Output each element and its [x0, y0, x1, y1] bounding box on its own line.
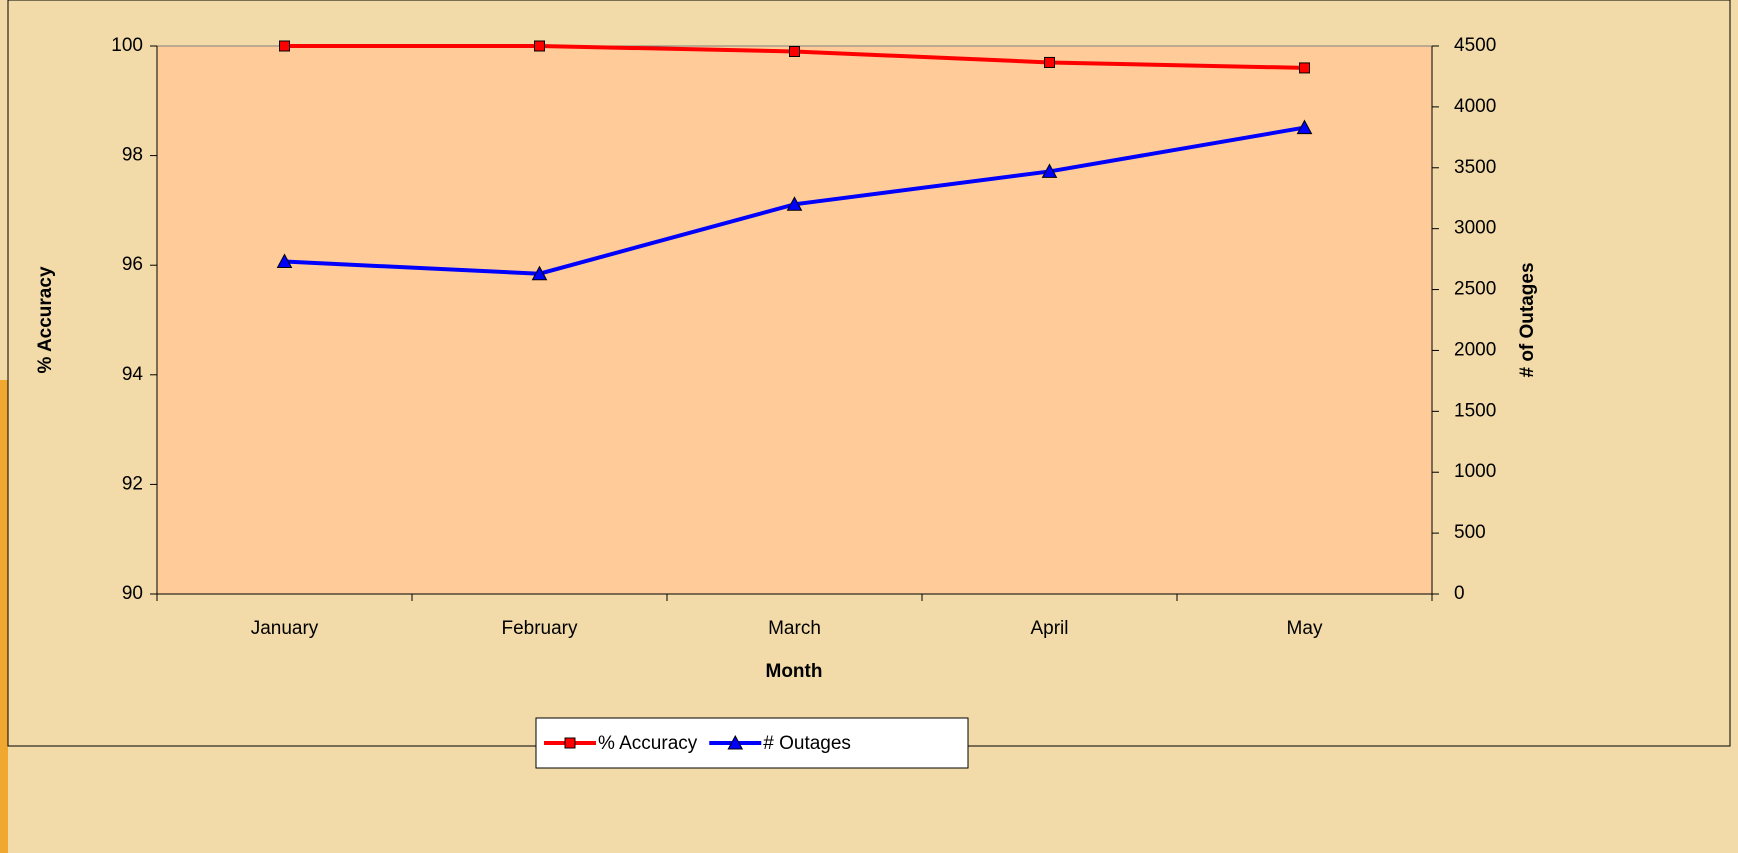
- y2-tick-label: 2000: [1454, 339, 1496, 360]
- point: [276, 253, 293, 269]
- y2-tick-label: 1500: [1454, 400, 1496, 421]
- legend-label: % Accuracy: [598, 733, 698, 754]
- y2-tick-label: 500: [1454, 522, 1486, 543]
- y2-tick-label: 4500: [1454, 35, 1496, 56]
- y2-tick-label: 1000: [1454, 461, 1496, 482]
- point: [1296, 119, 1313, 135]
- y2-tick-label: 0: [1454, 583, 1465, 604]
- x-tick-label: May: [1287, 618, 1323, 639]
- y2-tick-label: 2500: [1454, 279, 1496, 300]
- x-tick-label: January: [251, 618, 319, 639]
- side-strip: [0, 380, 8, 853]
- point: [789, 45, 800, 57]
- legend-marker: [727, 734, 744, 750]
- legend-marker: [564, 737, 576, 749]
- point: [786, 196, 803, 211]
- x-tick-label: February: [501, 618, 578, 639]
- legend-label: # Outages: [763, 733, 851, 754]
- x-axis-title: Month: [766, 661, 823, 682]
- y2-tick-label: 3500: [1454, 157, 1496, 178]
- y2-tick-label: 4000: [1454, 96, 1496, 117]
- y-tick-label: 90: [122, 583, 143, 604]
- y2-axis-title: # of Outages: [1517, 262, 1538, 377]
- y-tick-label: 98: [122, 145, 143, 166]
- y-tick-label: 100: [111, 35, 143, 56]
- y-tick-label: 92: [122, 473, 143, 494]
- point: [1041, 163, 1058, 178]
- x-tick-label: March: [768, 618, 821, 639]
- point: [1299, 62, 1310, 74]
- point: [534, 40, 545, 52]
- y2-tick-label: 3000: [1454, 218, 1496, 239]
- point: [531, 265, 548, 281]
- point: [1044, 56, 1055, 68]
- y-axis-title: % Accuracy: [35, 266, 56, 373]
- legend: % Accuracy # Outages: [535, 717, 969, 769]
- point: [279, 40, 290, 52]
- x-tick-label: April: [1030, 618, 1068, 639]
- y-tick-label: 94: [122, 364, 144, 385]
- y-tick-label: 96: [122, 254, 143, 275]
- plot-area: [156, 45, 1433, 595]
